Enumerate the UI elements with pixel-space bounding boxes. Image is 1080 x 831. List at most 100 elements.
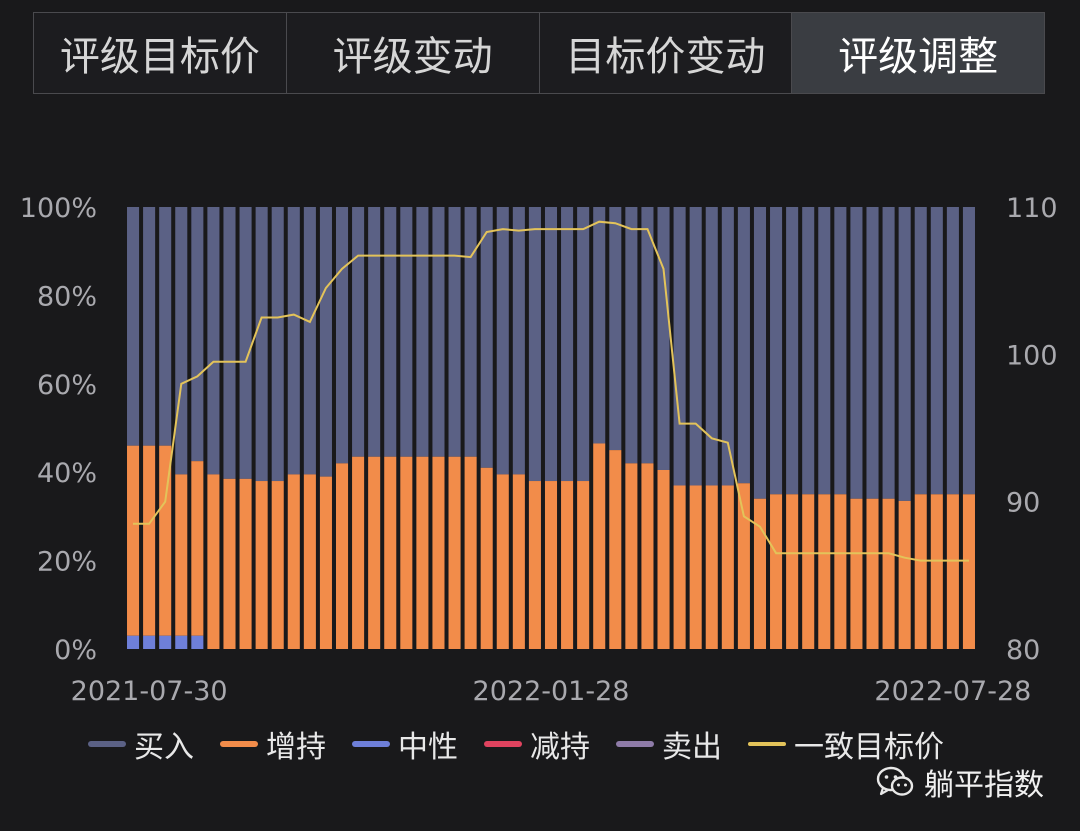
bar-buy <box>544 207 558 482</box>
bar-buy <box>271 207 284 482</box>
legend-swatch-overweight <box>220 741 258 747</box>
bar-overweight <box>191 461 204 636</box>
bar-overweight <box>882 498 895 649</box>
bar-overweight <box>609 450 622 649</box>
bar-buy <box>930 207 943 495</box>
bar-buy <box>143 207 156 446</box>
bar-buy <box>737 207 750 484</box>
legend-item-buy[interactable]: 买入 <box>88 722 194 766</box>
bar-overweight <box>753 498 767 649</box>
bar-overweight <box>657 469 670 649</box>
bar-overweight <box>496 474 509 649</box>
bar-buy <box>416 207 429 457</box>
bar-buy <box>657 207 670 470</box>
bar-overweight <box>239 478 252 649</box>
bar-buy <box>786 207 799 495</box>
bar-buy <box>946 207 959 495</box>
bar-overweight <box>577 481 590 649</box>
bar-buy <box>689 207 702 486</box>
y-right-tick-label: 110 <box>1006 193 1058 224</box>
y-left-tick-label: 40% <box>37 458 97 489</box>
bar-buy <box>287 207 300 475</box>
bar-neutral <box>191 635 204 649</box>
bar-neutral <box>143 635 156 649</box>
bar-neutral <box>175 635 188 649</box>
rating-adjustment-chart: 0% 20% 40% 60% 80% 100% 80 90 100 110 2021-07-30 20… <box>20 193 1058 707</box>
bar-buy <box>673 207 686 486</box>
bar-buy <box>818 207 831 495</box>
wechat-icon <box>876 766 914 796</box>
bar-overweight <box>737 483 750 649</box>
legend-item-consensus-target[interactable]: 一致目标价 <box>748 722 944 766</box>
tab-rating-change[interactable]: 评级变动 <box>286 13 540 93</box>
legend-item-sell[interactable]: 卖出 <box>616 722 722 766</box>
legend-label-neutral: 中性 <box>398 730 458 765</box>
bar-buy <box>191 207 204 462</box>
y-right-tick-label: 100 <box>1006 340 1058 371</box>
bar-buy <box>914 207 927 495</box>
line-consensus-target-price <box>133 220 969 562</box>
legend-label-consensus-target: 一致目标价 <box>794 730 944 765</box>
bar-overweight <box>673 485 686 649</box>
bar-overweight <box>480 467 493 649</box>
bar-buy <box>834 207 847 495</box>
bar-overweight <box>786 494 799 649</box>
bar-overweight <box>335 463 349 649</box>
bar-overweight <box>352 456 365 649</box>
bar-overweight <box>223 478 236 649</box>
bar-buy <box>255 207 268 482</box>
bar-overweight <box>143 445 156 636</box>
legend-item-underweight[interactable]: 减持 <box>484 722 590 766</box>
bar-buy <box>528 207 541 482</box>
y-right-tick-label: 80 <box>1006 635 1040 666</box>
bar-buy <box>368 207 381 457</box>
bar-buy <box>577 207 590 482</box>
bar-buy <box>400 207 413 457</box>
bar-buy <box>962 207 975 495</box>
legend-item-neutral[interactable]: 中性 <box>352 722 458 766</box>
legend-label-sell: 卖出 <box>662 730 722 765</box>
bar-buy <box>319 207 332 477</box>
bar-overweight <box>303 474 316 649</box>
bar-buy <box>512 207 525 475</box>
legend-swatch-sell <box>616 741 654 747</box>
bar-buy <box>207 207 220 475</box>
bar-overweight <box>721 485 734 649</box>
bar-overweight <box>962 494 975 649</box>
tab-target-price-change[interactable]: 目标价变动 <box>539 13 793 93</box>
bar-buy <box>352 207 365 457</box>
bar-buy <box>480 207 493 468</box>
y-left-tick-label: 80% <box>37 281 97 312</box>
legend-swatch-buy <box>88 741 126 747</box>
legend-item-overweight[interactable]: 增持 <box>220 722 326 766</box>
legend-label-underweight: 减持 <box>530 730 590 765</box>
legend-swatch-underweight <box>484 741 522 747</box>
legend-swatch-neutral <box>352 741 390 747</box>
tab-rating-adjustment[interactable]: 评级调整 <box>792 13 1044 93</box>
y-left-tick-label: 100% <box>20 193 97 224</box>
bar-buy <box>432 207 445 457</box>
bar-overweight <box>705 485 718 649</box>
bar-overweight <box>818 494 831 649</box>
bar-overweight <box>159 445 172 636</box>
bar-buy <box>802 207 815 495</box>
bar-overweight <box>561 481 574 649</box>
bar-overweight <box>127 445 140 636</box>
tab-rating-target-price[interactable]: 评级目标价 <box>34 13 287 93</box>
bar-neutral <box>127 635 140 649</box>
bar-overweight <box>384 456 397 649</box>
bar-overweight <box>416 456 429 649</box>
bar-buy <box>753 207 767 499</box>
bar-neutral <box>159 635 172 649</box>
bar-overweight <box>625 463 638 649</box>
y-left-tick-label: 60% <box>37 370 97 401</box>
bar-buy <box>496 207 509 475</box>
bar-overweight <box>930 494 943 649</box>
bar-overweight <box>689 485 702 649</box>
bar-buy <box>239 207 252 479</box>
bar-overweight <box>368 456 381 649</box>
bar-overweight <box>512 474 525 649</box>
bar-overweight <box>448 456 461 649</box>
bar-buy <box>127 207 140 446</box>
bar-buy <box>561 207 574 482</box>
